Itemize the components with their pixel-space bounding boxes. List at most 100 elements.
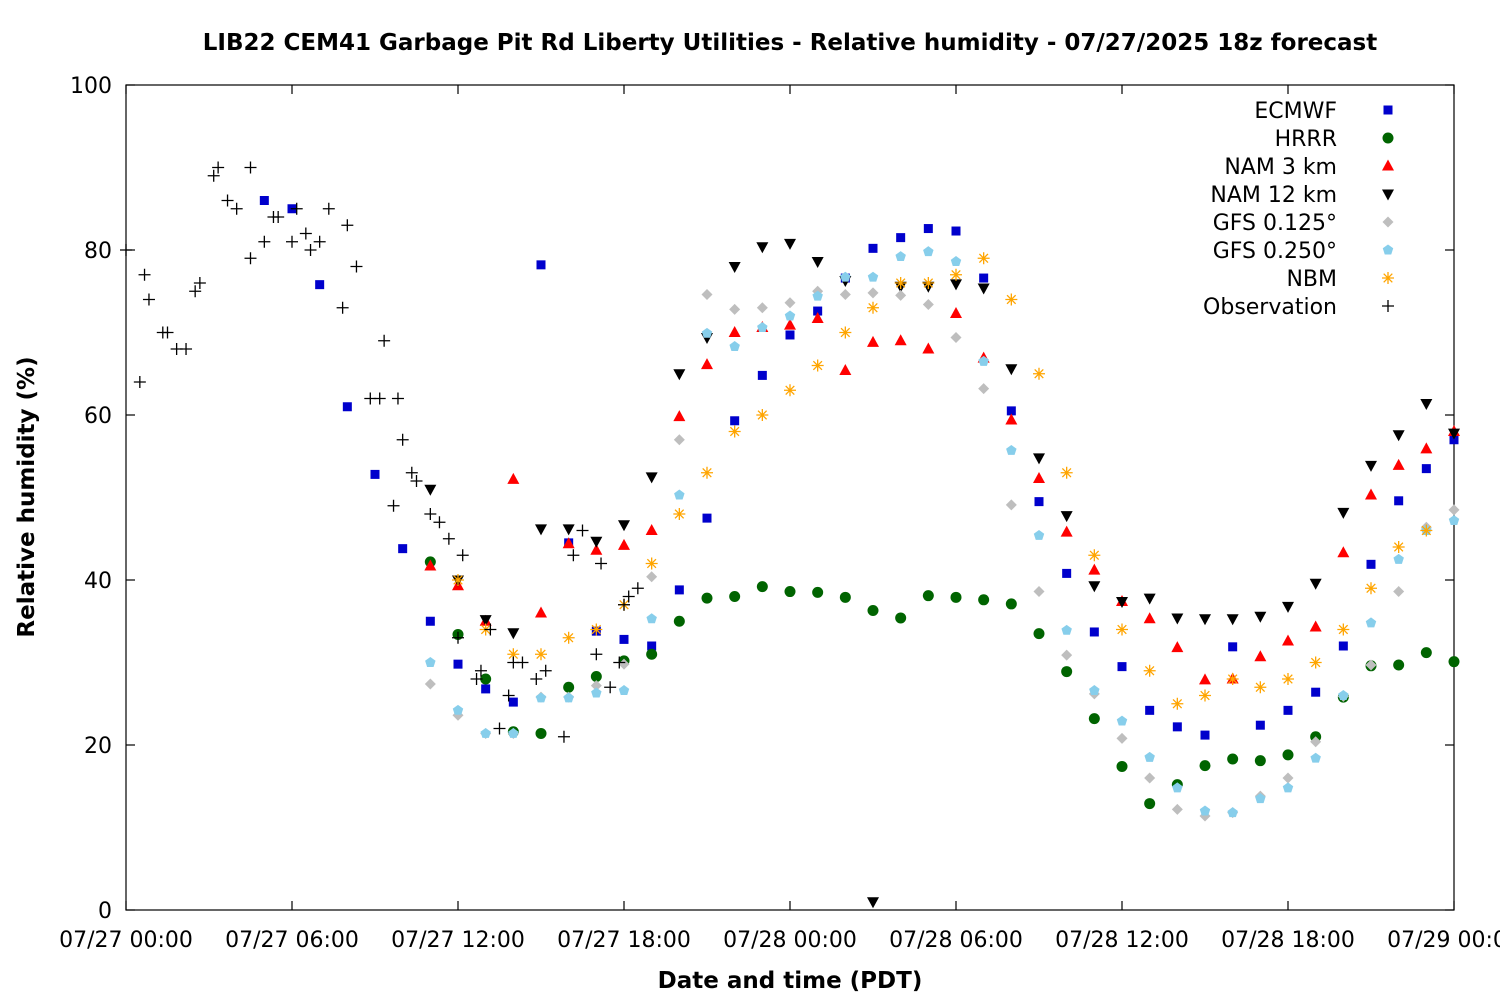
data-point	[1365, 659, 1377, 671]
data-point	[1282, 772, 1294, 784]
data-point	[1394, 496, 1404, 506]
data-point	[189, 285, 202, 298]
data-point	[576, 524, 589, 537]
data-point	[646, 571, 658, 583]
y-tick-label: 80	[84, 239, 112, 264]
data-point	[1337, 507, 1350, 519]
data-point	[562, 524, 575, 536]
data-point	[244, 161, 257, 174]
data-point	[563, 692, 574, 703]
series-nam-3-km	[424, 307, 1460, 685]
data-point	[1226, 614, 1239, 626]
data-point	[1144, 798, 1156, 810]
data-point	[811, 311, 824, 323]
series-ecmwf	[259, 196, 1459, 740]
data-point	[618, 685, 630, 695]
data-point	[539, 664, 552, 677]
data-point	[161, 326, 174, 339]
data-point	[1420, 398, 1433, 410]
data-point	[212, 161, 225, 174]
data-point	[1089, 627, 1099, 637]
chart-title: LIB22 CEM41 Garbage Pit Rd Liberty Utili…	[203, 30, 1377, 56]
data-point	[530, 673, 543, 685]
data-point	[1282, 601, 1294, 613]
data-point	[756, 302, 768, 314]
legend-marker	[1382, 189, 1394, 201]
legend-label: Observation	[1203, 295, 1337, 320]
data-point	[950, 591, 962, 603]
data-point	[453, 659, 463, 669]
x-tick-label: 07/27 12:00	[391, 928, 525, 953]
data-point	[1420, 442, 1433, 454]
data-point	[701, 327, 713, 338]
data-point	[442, 532, 455, 545]
x-axis-label: Date and time (PDT)	[658, 968, 923, 994]
data-point	[1421, 464, 1431, 474]
data-point	[1033, 628, 1045, 640]
data-point	[1227, 807, 1238, 818]
x-tick-label: 07/29 00:00	[1387, 928, 1500, 953]
legend-label: ECMWF	[1254, 99, 1337, 124]
x-tick-label: 07/28 12:00	[1055, 928, 1189, 953]
data-point	[1448, 656, 1460, 668]
data-point	[631, 582, 644, 595]
data-point	[567, 549, 580, 562]
series-hrrr	[424, 556, 1460, 810]
data-point	[1448, 515, 1460, 526]
data-point	[590, 623, 603, 636]
series-gfs-0-125-	[424, 285, 1460, 822]
data-point	[502, 689, 515, 702]
data-point	[1338, 641, 1348, 651]
data-point	[425, 657, 436, 667]
data-point	[950, 307, 962, 319]
data-point	[322, 202, 335, 215]
data-point	[1143, 593, 1156, 605]
data-point	[591, 687, 602, 698]
data-point	[536, 260, 546, 270]
data-point	[272, 211, 285, 223]
data-point	[315, 280, 325, 290]
data-point	[304, 244, 317, 256]
legend-label: NBM	[1286, 267, 1337, 292]
data-point	[1366, 559, 1376, 569]
data-point	[622, 590, 635, 603]
data-point	[1254, 755, 1266, 767]
data-point	[673, 410, 686, 422]
y-axis-label: Relative humidity (%)	[14, 356, 40, 637]
data-point	[1034, 497, 1044, 507]
data-point	[484, 623, 497, 636]
legend-marker	[1382, 300, 1394, 312]
data-point	[1199, 614, 1211, 626]
data-point	[1282, 749, 1294, 761]
data-point	[1365, 488, 1377, 500]
data-point	[839, 326, 852, 339]
data-point	[452, 631, 464, 644]
data-point	[1005, 499, 1017, 511]
data-point	[1449, 435, 1459, 445]
data-point	[1393, 586, 1405, 598]
data-point	[1116, 623, 1128, 636]
data-point	[950, 256, 962, 266]
data-point	[342, 402, 352, 412]
data-point	[1172, 782, 1183, 793]
data-point	[1310, 752, 1321, 763]
data-point	[1392, 430, 1405, 442]
data-markers	[120, 161, 1460, 909]
data-point	[1255, 793, 1266, 804]
data-point	[784, 586, 796, 598]
data-point	[424, 678, 436, 690]
data-point	[978, 383, 990, 395]
data-point	[1282, 782, 1294, 793]
data-point	[1393, 553, 1404, 564]
data-point	[729, 303, 741, 315]
series-nbm	[452, 252, 1433, 710]
data-point	[590, 671, 602, 683]
data-point	[1089, 685, 1100, 695]
data-point	[645, 524, 658, 535]
data-point	[1144, 751, 1155, 762]
data-point	[1365, 582, 1377, 595]
data-point	[896, 233, 906, 243]
data-point	[619, 634, 629, 644]
data-point	[562, 631, 575, 644]
data-point	[784, 310, 796, 321]
